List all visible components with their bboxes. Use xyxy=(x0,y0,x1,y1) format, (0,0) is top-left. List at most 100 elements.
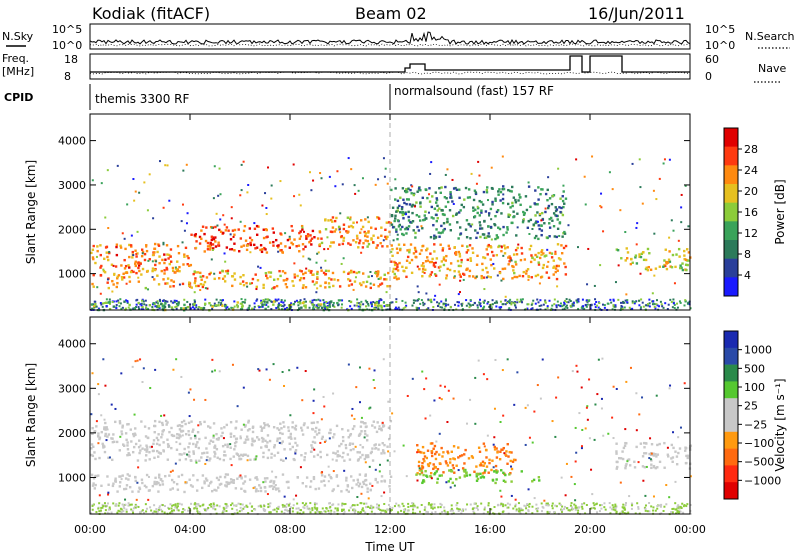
range-time-cell xyxy=(624,466,627,470)
range-time-cell xyxy=(186,300,189,303)
range-time-cell xyxy=(193,281,197,285)
range-time-cell xyxy=(497,226,500,229)
range-time-cell xyxy=(316,237,320,240)
range-time-cell xyxy=(113,440,116,444)
range-time-cell xyxy=(361,507,364,510)
range-time-cell xyxy=(504,480,507,484)
colorbar-segment xyxy=(724,277,738,297)
range-time-cell xyxy=(686,456,689,460)
range-time-cell xyxy=(153,480,156,484)
range-time-cell xyxy=(456,259,460,263)
range-time-cell xyxy=(283,504,286,507)
range-time-cell xyxy=(194,284,198,288)
range-time-cell xyxy=(416,506,419,509)
range-time-cell xyxy=(498,271,502,275)
range-time-cell xyxy=(213,446,216,449)
range-time-cell xyxy=(677,511,680,514)
range-time-cell xyxy=(529,244,533,248)
range-time-cell xyxy=(151,276,154,279)
range-time-cell xyxy=(586,303,589,306)
range-time-cell xyxy=(365,305,368,308)
range-time-cell xyxy=(387,304,390,307)
time-axis-labels: 00:00 04:00 08:00 12:00 16:00 20:00 00:00 xyxy=(74,523,706,536)
range-time-cell xyxy=(433,473,436,476)
range-time-cell xyxy=(271,487,275,491)
range-time-cell xyxy=(620,511,623,514)
range-time-cell xyxy=(215,212,218,215)
range-time-cell xyxy=(209,439,213,443)
range-time-cell xyxy=(512,507,515,510)
range-time-cell xyxy=(303,422,306,425)
range-time-cell xyxy=(245,504,248,507)
range-time-cell xyxy=(369,451,373,455)
range-time-cell xyxy=(594,306,597,309)
range-time-cell xyxy=(536,203,539,206)
range-time-cell xyxy=(499,307,502,310)
range-time-cell xyxy=(328,437,331,440)
range-time-cell xyxy=(249,251,252,254)
range-time-cell xyxy=(154,476,157,480)
range-time-cell xyxy=(426,196,429,200)
range-time-cell xyxy=(348,443,352,447)
range-time-cell xyxy=(217,241,220,244)
range-time-cell xyxy=(546,510,549,513)
range-time-cell xyxy=(169,470,172,473)
range-time-cell xyxy=(585,305,588,308)
range-time-cell xyxy=(555,264,559,268)
range-time-cell xyxy=(667,258,671,261)
range-time-cell xyxy=(353,425,356,428)
range-time-cell xyxy=(482,373,485,376)
range-time-cell xyxy=(294,424,298,428)
range-time-cell xyxy=(194,279,197,283)
range-time-cell xyxy=(449,477,452,481)
range-time-cell xyxy=(333,278,336,281)
range-time-cell xyxy=(111,279,114,283)
range-time-cell xyxy=(516,301,519,304)
range-time-cell xyxy=(120,432,124,436)
range-time-cell xyxy=(340,262,343,265)
colorbar-segment xyxy=(724,165,738,185)
range-time-cell xyxy=(635,226,638,229)
range-time-cell xyxy=(258,306,261,309)
range-time-cell xyxy=(211,358,214,361)
range-time-cell xyxy=(490,238,493,241)
range-time-cell xyxy=(126,203,129,206)
range-time-cell xyxy=(329,505,332,508)
range-time-cell xyxy=(184,307,188,310)
y-tick-label: 1000 xyxy=(58,268,86,281)
nsearch-tick-bottom: 10^0 xyxy=(705,39,735,52)
range-time-cell xyxy=(159,303,162,306)
range-time-cell xyxy=(623,512,626,515)
range-time-cell xyxy=(206,248,210,251)
range-time-cell xyxy=(283,425,286,428)
range-time-cell xyxy=(539,192,542,196)
range-time-cell xyxy=(168,262,171,266)
range-time-cell xyxy=(212,197,215,200)
range-time-cell xyxy=(645,465,648,468)
range-time-cell xyxy=(193,299,196,302)
range-time-cell xyxy=(642,441,646,445)
range-time-cell xyxy=(304,245,307,248)
range-time-cell xyxy=(192,442,195,446)
range-time-cell xyxy=(429,235,433,239)
range-time-cell xyxy=(195,306,198,309)
range-time-cell xyxy=(141,306,144,309)
range-time-cell xyxy=(535,503,538,506)
range-time-cell xyxy=(127,478,130,481)
range-time-cell xyxy=(490,166,493,169)
range-time-cell xyxy=(426,463,430,466)
range-time-cell xyxy=(289,432,293,436)
range-time-cell xyxy=(417,464,421,468)
range-time-cell xyxy=(468,269,472,273)
range-time-cell xyxy=(421,481,424,485)
range-time-cell xyxy=(163,505,166,508)
range-time-cell xyxy=(203,482,206,485)
range-time-cell xyxy=(381,245,384,248)
range-time-cell xyxy=(331,458,334,461)
power-heatmap xyxy=(90,155,692,312)
range-time-cell xyxy=(176,502,179,505)
range-time-cell xyxy=(269,275,272,278)
range-time-cell xyxy=(142,511,145,514)
range-time-cell xyxy=(394,275,398,278)
range-time-cell xyxy=(577,509,580,512)
